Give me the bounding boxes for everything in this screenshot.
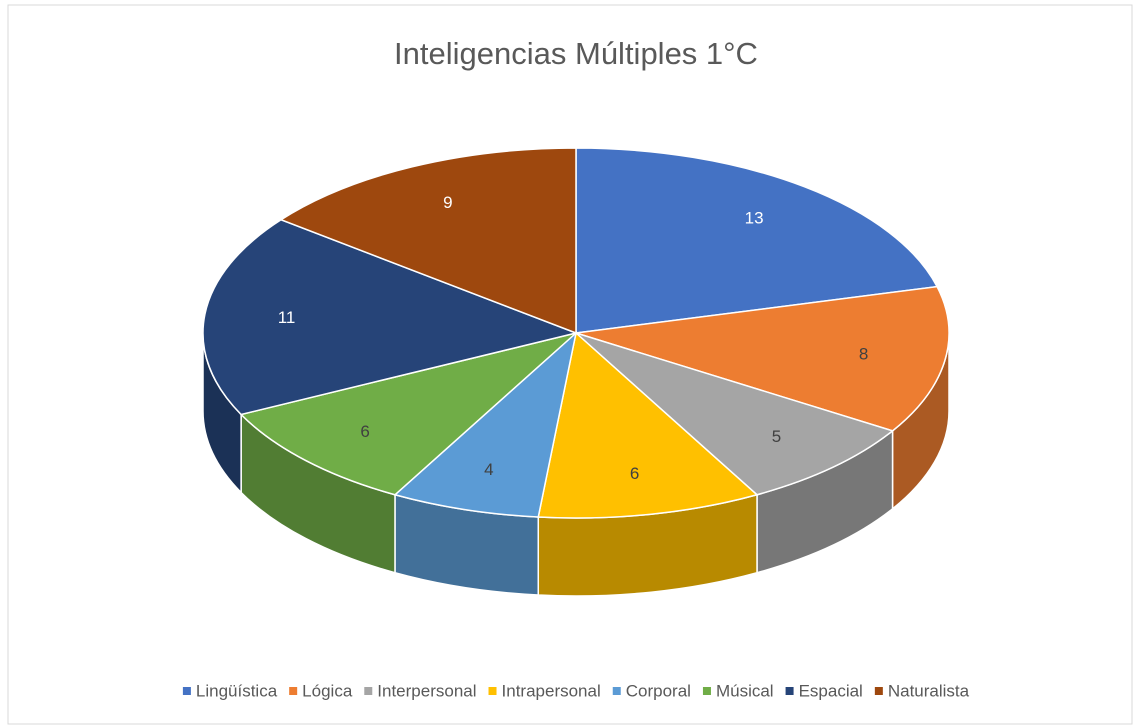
- legend-swatch: [874, 687, 883, 695]
- legend-label: Músical: [716, 681, 774, 700]
- legend-label: Lógica: [302, 681, 353, 700]
- slice: [575, 332, 895, 496]
- data-label: 5: [772, 427, 781, 446]
- legend-swatch: [289, 687, 298, 695]
- legend-label: Intrapersonal: [502, 681, 601, 700]
- slice: [575, 285, 950, 432]
- data-label: 6: [360, 422, 369, 441]
- legend-swatch: [785, 687, 794, 695]
- legend-label: Naturalista: [888, 681, 970, 700]
- legend-swatch: [182, 687, 191, 695]
- legend-swatch: [364, 687, 373, 695]
- legend-swatch: [488, 687, 497, 695]
- slice: [279, 147, 577, 335]
- legend-swatch: [612, 687, 621, 695]
- data-label: 8: [859, 344, 868, 363]
- slice: [202, 218, 579, 416]
- data-label: 4: [484, 460, 493, 479]
- slice: [575, 147, 939, 334]
- legend: Lingüística Lógica Interpersonal Intraperso…: [182, 681, 970, 700]
- legend-label: Espacial: [799, 681, 863, 700]
- data-label: 6: [630, 464, 639, 483]
- slice: [393, 330, 578, 518]
- data-label: 13: [745, 208, 764, 227]
- legend-label: Lingüística: [196, 681, 278, 700]
- legend-label: Corporal: [626, 681, 691, 700]
- data-label: 9: [443, 193, 452, 212]
- legend-swatch: [702, 687, 711, 695]
- data-label: 11: [278, 308, 296, 327]
- slice: [537, 331, 759, 519]
- chart-title: Inteligencias Múltiples 1°C: [394, 36, 758, 71]
- slice: [239, 332, 577, 496]
- legend-label: Interpersonal: [377, 681, 476, 700]
